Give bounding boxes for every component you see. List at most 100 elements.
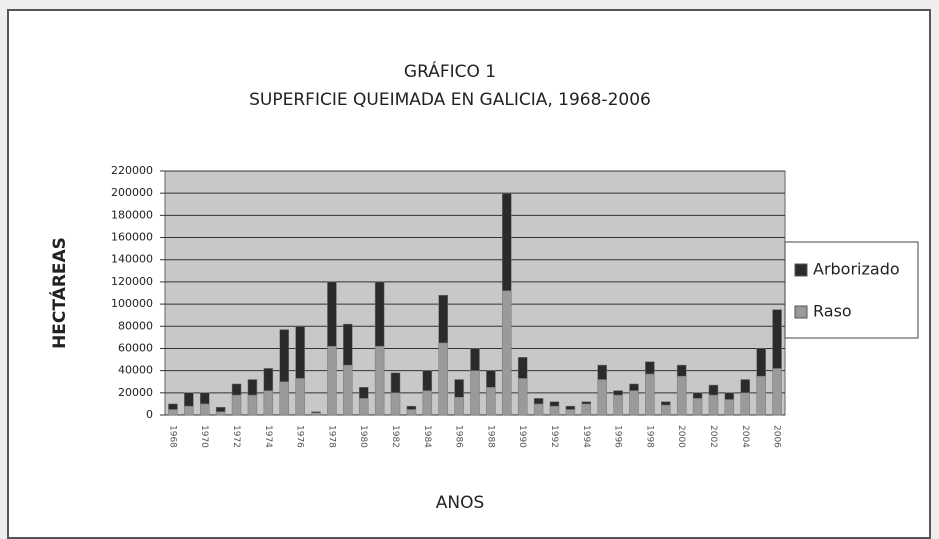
bar bbox=[581, 401, 592, 405]
bar bbox=[279, 381, 289, 416]
x-tick-label: 1996 bbox=[613, 425, 623, 448]
bar bbox=[597, 379, 607, 416]
legend-label: Arborizado bbox=[813, 260, 900, 279]
bar bbox=[327, 345, 337, 416]
x-tick-label: 1976 bbox=[295, 425, 305, 448]
bar bbox=[343, 364, 353, 416]
bar bbox=[486, 370, 496, 388]
bar bbox=[390, 392, 401, 416]
bar bbox=[470, 370, 480, 416]
bar bbox=[358, 387, 369, 399]
bar bbox=[645, 373, 655, 416]
bar bbox=[199, 392, 210, 405]
y-tick-label: 200000 bbox=[111, 186, 153, 199]
bar bbox=[390, 372, 401, 394]
bar bbox=[533, 398, 544, 405]
bar bbox=[708, 384, 719, 396]
legend bbox=[784, 241, 919, 339]
x-axis-label: ANOS bbox=[436, 493, 485, 513]
y-tick-label: 40000 bbox=[118, 364, 153, 377]
chart-subtitle: SUPERFICIE QUEIMADA EN GALICIA, 1968-200… bbox=[249, 90, 651, 110]
bar bbox=[549, 405, 560, 416]
x-tick-label: 1998 bbox=[644, 425, 654, 448]
y-tick-label: 20000 bbox=[118, 386, 153, 399]
bar bbox=[724, 399, 735, 416]
y-tick-label: 80000 bbox=[118, 319, 153, 332]
bar bbox=[374, 281, 385, 347]
bar bbox=[470, 348, 480, 371]
x-tick-label: 1974 bbox=[263, 425, 273, 448]
x-tick-label: 2004 bbox=[740, 425, 750, 448]
y-axis-label: HECTÁREAS bbox=[48, 237, 70, 349]
bar bbox=[247, 379, 258, 396]
bar bbox=[311, 411, 321, 414]
bar bbox=[438, 294, 448, 344]
legend-label: Raso bbox=[813, 302, 852, 321]
bar bbox=[613, 390, 623, 396]
bar bbox=[168, 403, 178, 410]
bar bbox=[422, 370, 433, 391]
x-tick-label: 2006 bbox=[772, 425, 782, 448]
bar bbox=[295, 326, 305, 379]
x-tick-label: 1970 bbox=[199, 425, 209, 448]
bar bbox=[692, 392, 703, 399]
bar bbox=[422, 390, 433, 416]
bar bbox=[215, 406, 226, 412]
bar bbox=[692, 398, 703, 416]
y-tick-label: 140000 bbox=[111, 253, 153, 266]
bar bbox=[374, 345, 385, 416]
bar bbox=[629, 383, 639, 391]
y-tick-label: 100000 bbox=[111, 297, 153, 310]
bar bbox=[724, 392, 735, 400]
bar bbox=[676, 375, 687, 416]
y-tick-label: 120000 bbox=[111, 275, 153, 288]
bar bbox=[486, 387, 496, 416]
x-tick-label: 1992 bbox=[549, 425, 559, 448]
x-tick-label: 1994 bbox=[581, 425, 591, 448]
bar bbox=[708, 394, 719, 416]
x-tick-label: 1986 bbox=[454, 425, 464, 448]
bar bbox=[517, 357, 528, 379]
bar bbox=[263, 368, 274, 391]
bar bbox=[168, 409, 178, 416]
y-tick-label: 0 bbox=[146, 408, 153, 421]
bar bbox=[756, 375, 766, 416]
bar bbox=[231, 383, 242, 396]
bar bbox=[454, 397, 464, 416]
x-tick-label: 1968 bbox=[167, 425, 177, 448]
bar bbox=[565, 409, 576, 416]
bar bbox=[517, 378, 528, 416]
bar bbox=[772, 309, 782, 369]
bar bbox=[661, 401, 671, 406]
legend-swatch bbox=[794, 263, 808, 277]
bar bbox=[231, 394, 242, 416]
bar bbox=[676, 364, 687, 377]
bar bbox=[327, 281, 337, 347]
bar bbox=[279, 329, 289, 382]
x-tick-label: 1980 bbox=[358, 425, 368, 448]
bar bbox=[597, 364, 607, 380]
bar bbox=[502, 192, 512, 292]
bar bbox=[502, 290, 512, 416]
bar bbox=[184, 405, 194, 416]
bar bbox=[215, 411, 226, 416]
bar bbox=[549, 401, 560, 407]
y-tick-label: 220000 bbox=[111, 164, 153, 177]
y-tick-label: 160000 bbox=[111, 231, 153, 244]
chart-title: GRÁFICO 1 bbox=[404, 60, 496, 82]
bar bbox=[247, 394, 258, 416]
bar bbox=[581, 403, 592, 416]
bar bbox=[358, 398, 369, 416]
x-tick-label: 1978 bbox=[326, 425, 336, 448]
bar bbox=[740, 392, 751, 416]
x-tick-label: 1988 bbox=[485, 425, 495, 448]
bar bbox=[645, 361, 655, 375]
bar bbox=[661, 404, 671, 416]
bar bbox=[613, 394, 623, 416]
x-tick-label: 2000 bbox=[676, 425, 686, 448]
x-tick-label: 2002 bbox=[708, 425, 718, 448]
legend-swatch bbox=[794, 305, 808, 319]
bar bbox=[438, 342, 448, 416]
bar bbox=[295, 378, 305, 416]
x-tick-label: 1972 bbox=[231, 425, 241, 448]
